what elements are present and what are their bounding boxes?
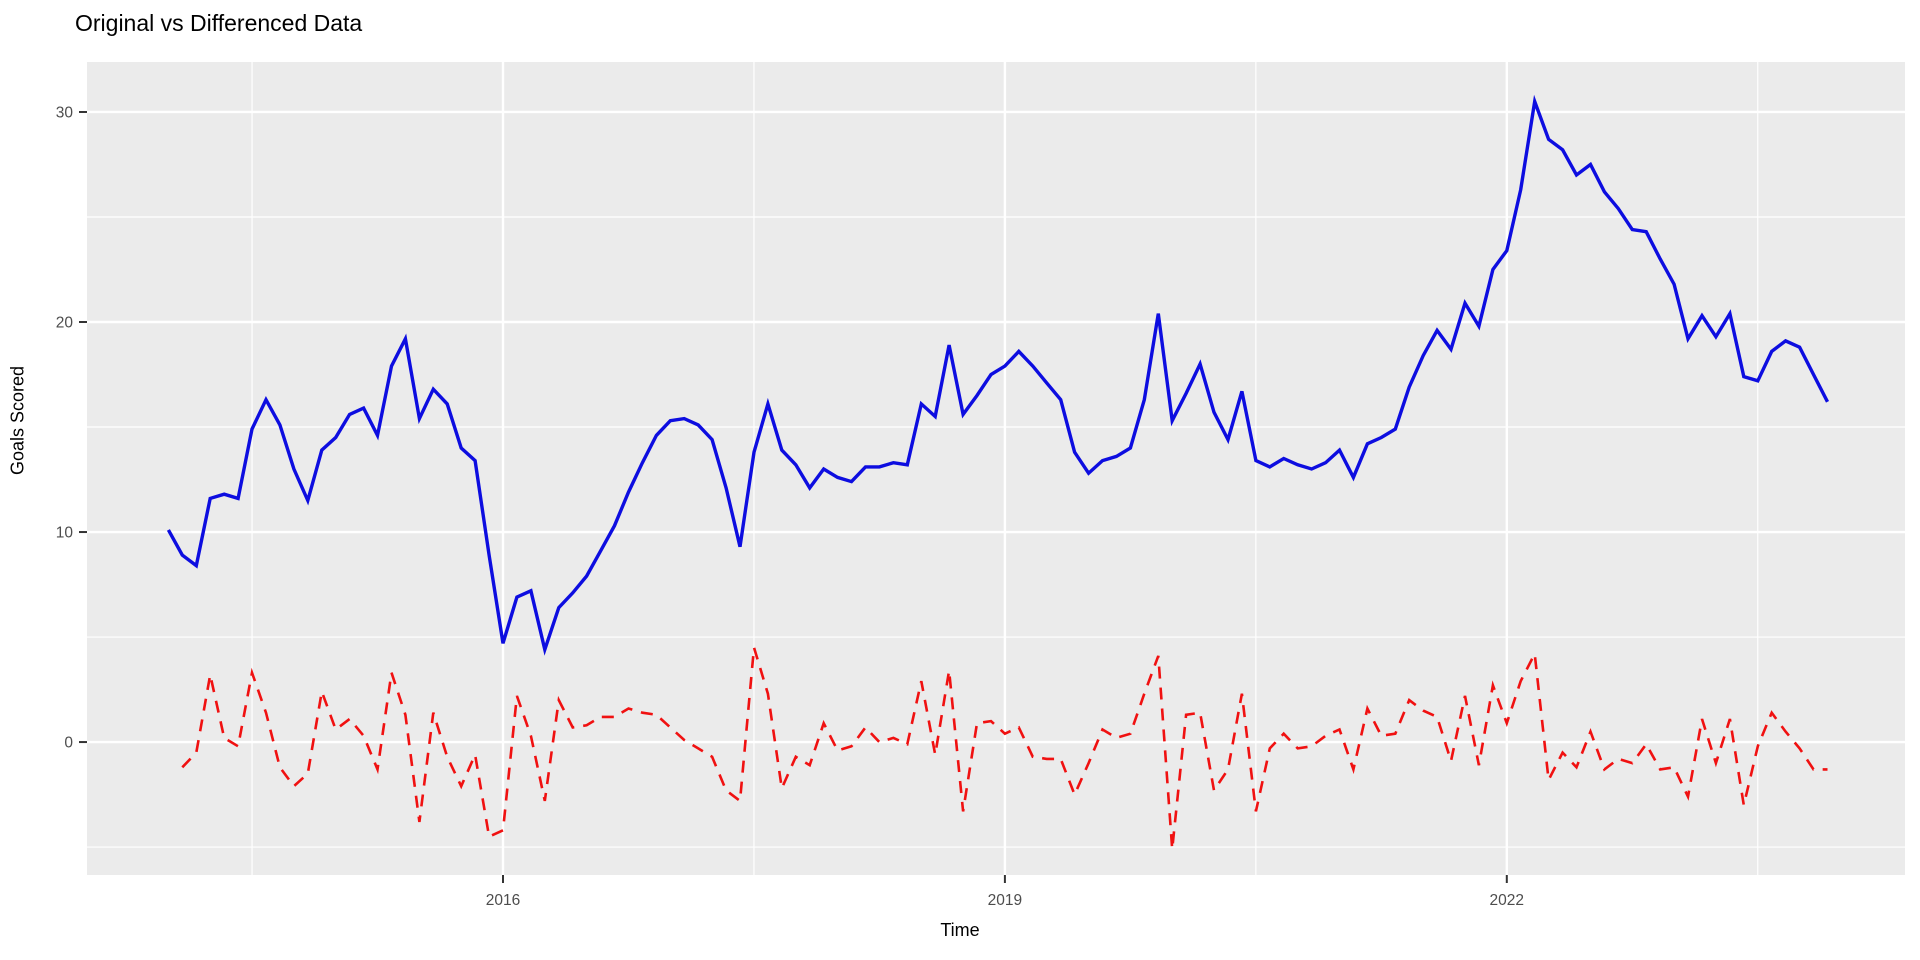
y-tick-label: 30 xyxy=(56,104,74,121)
y-axis-title: Goals Scored xyxy=(7,365,28,476)
plot-panel xyxy=(87,62,1905,875)
x-tick-label: 2022 xyxy=(1490,892,1524,909)
x-tick-label: 2019 xyxy=(988,892,1022,909)
y-tick-label: 0 xyxy=(64,735,73,752)
chart-title: Original vs Differenced Data xyxy=(75,10,363,36)
y-tick-label: 10 xyxy=(56,525,74,542)
x-tick-label: 2016 xyxy=(486,892,520,909)
original-series-line xyxy=(166,94,1830,656)
x-axis-title: Time xyxy=(940,920,980,940)
differenced-series-line xyxy=(181,647,1828,850)
y-tick-label: 20 xyxy=(56,315,74,332)
